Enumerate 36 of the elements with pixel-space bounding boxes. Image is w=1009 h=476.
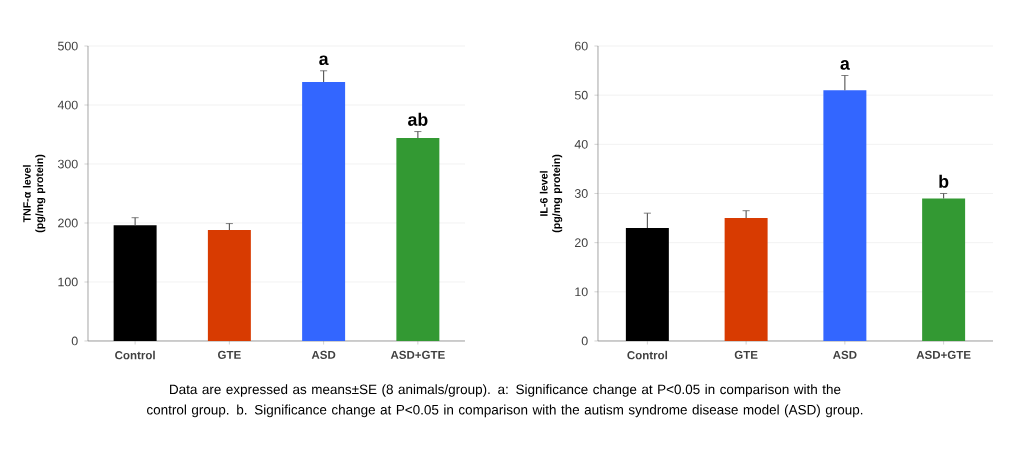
y-tick-label: 200 — [58, 218, 78, 228]
bar — [724, 218, 768, 341]
x-tick-label: Control — [115, 350, 155, 360]
bar — [207, 230, 251, 341]
annotation: a — [319, 55, 329, 66]
x-tick-label: GTE — [218, 350, 241, 359]
y-axis-title: TNF-α level (pg/mg protein) — [22, 154, 46, 233]
annotation: a — [840, 60, 850, 70]
bar — [823, 90, 867, 341]
y-tick-label: 20 — [574, 238, 588, 248]
y-tick-label: 40 — [574, 139, 588, 149]
y-tick-label: 100 — [58, 277, 78, 287]
x-tick-label: ASD+GTE — [916, 350, 971, 359]
x-tick-label: ASD — [832, 350, 857, 359]
y-tick-label: 0 — [581, 336, 588, 346]
text: Data are expressed as means±SE (8 animals/group). a: Significance change at P<0.05 in comparison with the control group. b. Significance change at P<0.05 in comparison with the autism syndrome disease model (ASD) group. — [147, 384, 863, 418]
annotation: ab — [408, 112, 428, 126]
bar — [625, 227, 669, 341]
x-tick-label: ASD+GTE — [390, 350, 445, 359]
y-tick-label: 400 — [57, 100, 78, 110]
y-tick-label: 500 — [57, 41, 78, 51]
annotation: b — [939, 174, 949, 188]
bar — [922, 198, 966, 341]
y-tick-label: 30 — [574, 189, 588, 198]
bar — [113, 225, 157, 341]
y-tick-label: 300 — [57, 159, 78, 169]
x-tick-label: GTE — [734, 350, 758, 359]
bar — [396, 138, 440, 341]
x-tick-label: ASD — [311, 350, 336, 359]
x-tick-label: Control — [627, 350, 668, 360]
y-tick-label: 10 — [575, 287, 588, 297]
y-axis-title: IL-6 level (pg/mg protein) — [539, 154, 563, 233]
y-tick-label: 60 — [575, 41, 588, 51]
bar — [302, 82, 346, 341]
y-tick-label: 50 — [574, 90, 588, 100]
y-tick-label: 0 — [71, 336, 78, 346]
